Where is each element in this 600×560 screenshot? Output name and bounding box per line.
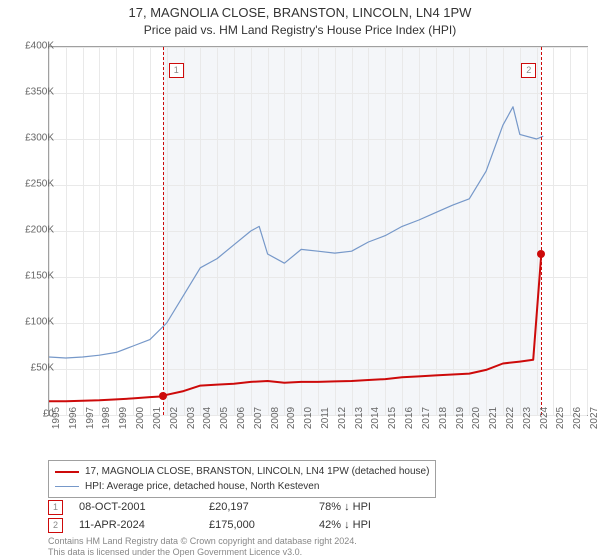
info-pct: 42% ↓ HPI bbox=[319, 519, 439, 531]
credit-line: This data is licensed under the Open Gov… bbox=[48, 547, 357, 558]
info-row: 2 11-APR-2024 £175,000 42% ↓ HPI bbox=[48, 516, 439, 534]
legend-label: HPI: Average price, detached house, Nort… bbox=[85, 479, 319, 494]
info-row: 1 08-OCT-2001 £20,197 78% ↓ HPI bbox=[48, 498, 439, 516]
chart-lines-svg bbox=[49, 47, 587, 415]
chart-subtitle: Price paid vs. HM Land Registry's House … bbox=[0, 22, 600, 38]
legend-row: HPI: Average price, detached house, Nort… bbox=[55, 479, 429, 494]
credit-text: Contains HM Land Registry data © Crown c… bbox=[48, 536, 357, 558]
legend-swatch bbox=[55, 486, 79, 487]
chart-title: 17, MAGNOLIA CLOSE, BRANSTON, LINCOLN, L… bbox=[0, 4, 600, 22]
chart-title-block: 17, MAGNOLIA CLOSE, BRANSTON, LINCOLN, L… bbox=[0, 0, 600, 38]
info-flag-box: 1 bbox=[48, 500, 63, 515]
chart-plot-area: 12 bbox=[48, 46, 588, 416]
legend-swatch bbox=[55, 471, 79, 473]
info-date: 11-APR-2024 bbox=[79, 519, 209, 531]
legend: 17, MAGNOLIA CLOSE, BRANSTON, LINCOLN, L… bbox=[48, 460, 436, 498]
info-flag-box: 2 bbox=[48, 518, 63, 533]
info-price: £175,000 bbox=[209, 519, 319, 531]
credit-line: Contains HM Land Registry data © Crown c… bbox=[48, 536, 357, 547]
info-rows: 1 08-OCT-2001 £20,197 78% ↓ HPI 2 11-APR… bbox=[48, 498, 439, 534]
info-date: 08-OCT-2001 bbox=[79, 501, 209, 513]
info-price: £20,197 bbox=[209, 501, 319, 513]
info-pct: 78% ↓ HPI bbox=[319, 501, 439, 513]
legend-label: 17, MAGNOLIA CLOSE, BRANSTON, LINCOLN, L… bbox=[85, 464, 429, 479]
legend-row: 17, MAGNOLIA CLOSE, BRANSTON, LINCOLN, L… bbox=[55, 464, 429, 479]
